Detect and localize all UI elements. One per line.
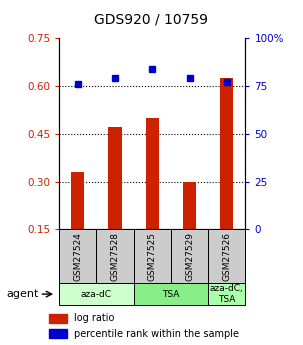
- Bar: [134, 229, 171, 283]
- Bar: [96, 229, 134, 283]
- Bar: [171, 229, 208, 283]
- Text: GSM27524: GSM27524: [73, 232, 82, 280]
- Bar: [59, 229, 96, 283]
- Bar: [208, 283, 245, 305]
- Bar: [48, 329, 67, 338]
- Text: aza-dC,
TSA: aza-dC, TSA: [210, 284, 244, 304]
- Text: GDS920 / 10759: GDS920 / 10759: [95, 12, 208, 26]
- Text: GSM27526: GSM27526: [222, 231, 231, 281]
- Bar: [108, 127, 122, 229]
- Bar: [183, 181, 196, 229]
- Text: GSM27529: GSM27529: [185, 231, 194, 281]
- Bar: [220, 78, 233, 229]
- Text: GSM27525: GSM27525: [148, 231, 157, 281]
- Text: aza-dC: aza-dC: [81, 289, 112, 299]
- Text: agent: agent: [6, 289, 38, 299]
- Text: percentile rank within the sample: percentile rank within the sample: [74, 329, 239, 339]
- Bar: [146, 118, 159, 229]
- Text: TSA: TSA: [162, 289, 180, 299]
- Bar: [59, 283, 134, 305]
- Bar: [134, 283, 208, 305]
- Bar: [71, 172, 84, 229]
- Bar: [208, 229, 245, 283]
- Text: log ratio: log ratio: [74, 313, 115, 323]
- Bar: [48, 314, 67, 323]
- Text: GSM27528: GSM27528: [111, 231, 119, 281]
